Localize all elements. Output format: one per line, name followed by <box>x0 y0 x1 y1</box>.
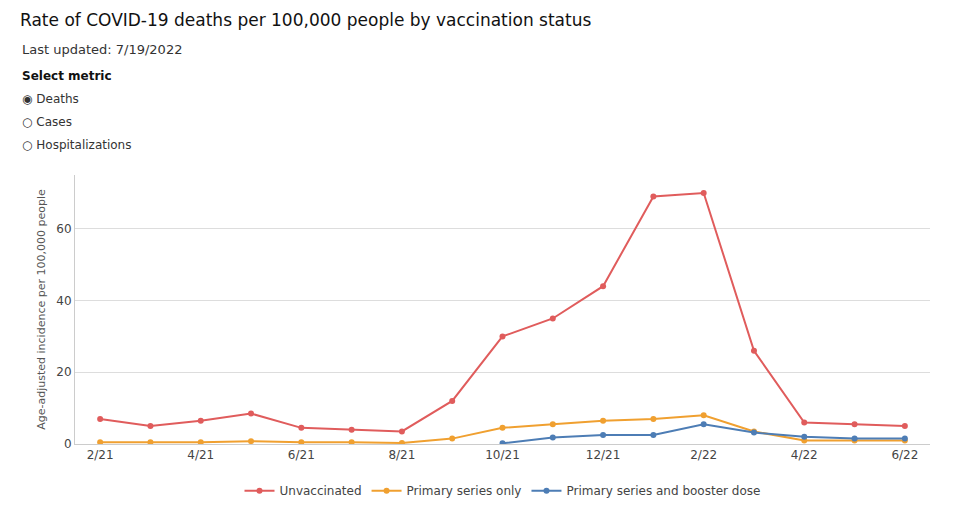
svg-text:○ Hospitalizations: ○ Hospitalizations <box>22 138 131 152</box>
svg-text:Rate of COVID-19 deaths per 10: Rate of COVID-19 deaths per 100,000 peop… <box>20 10 591 30</box>
svg-text:4/21: 4/21 <box>187 448 214 462</box>
svg-text:0: 0 <box>64 437 72 451</box>
svg-text:Unvaccinated: Unvaccinated <box>280 484 362 498</box>
svg-text:Primary series and booster dos: Primary series and booster dose <box>566 484 760 498</box>
svg-text:40: 40 <box>56 294 71 308</box>
svg-text:12/21: 12/21 <box>586 448 621 462</box>
svg-text:4/22: 4/22 <box>791 448 818 462</box>
svg-text:Last updated: 7/19/2022: Last updated: 7/19/2022 <box>22 42 182 57</box>
svg-text:6/22: 6/22 <box>891 448 918 462</box>
svg-text:Primary series only: Primary series only <box>407 484 522 498</box>
svg-text:Select metric: Select metric <box>22 69 112 83</box>
svg-text:20: 20 <box>56 365 71 379</box>
svg-text:2/21: 2/21 <box>87 448 114 462</box>
svg-text:Age-adjusted incidence per 100: Age-adjusted incidence per 100,000 peopl… <box>35 189 48 430</box>
svg-text:60: 60 <box>56 222 71 236</box>
svg-text:2/22: 2/22 <box>690 448 717 462</box>
svg-text:10/21: 10/21 <box>485 448 520 462</box>
svg-text:6/21: 6/21 <box>288 448 315 462</box>
svg-text:○ Cases: ○ Cases <box>22 115 72 129</box>
svg-text:8/21: 8/21 <box>388 448 415 462</box>
svg-text:◉ Deaths: ◉ Deaths <box>22 92 79 106</box>
